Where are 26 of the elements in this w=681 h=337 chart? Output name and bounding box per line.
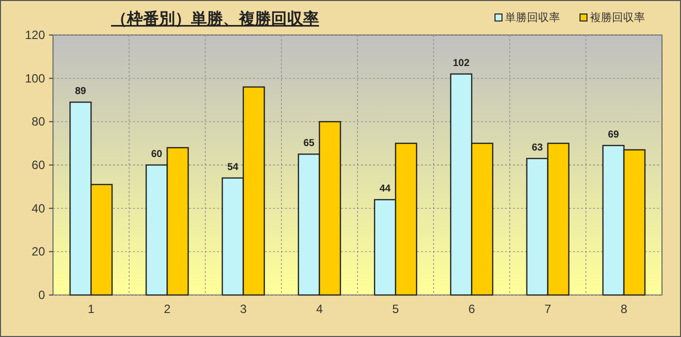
data-label: 89 — [75, 86, 87, 98]
data-label: 44 — [380, 184, 392, 195]
x-tick-label: 3 — [240, 302, 247, 316]
y-tick-label: 120 — [24, 28, 46, 42]
x-tick-label: 1 — [88, 302, 95, 316]
data-label: 69 — [608, 130, 620, 140]
data-label: 54 — [227, 162, 239, 173]
x-tick-label: 7 — [544, 302, 552, 316]
y-tick-label: 40 — [32, 201, 46, 216]
x-tick-label: 6 — [468, 302, 476, 316]
data-label: 60 — [151, 149, 163, 160]
legend-label: 複勝回収率 — [590, 11, 645, 24]
x-tick-label: 8 — [620, 302, 628, 316]
y-tick-label: 80 — [32, 114, 46, 129]
data-label: 65 — [303, 138, 315, 150]
y-tick-label: 20 — [32, 244, 46, 259]
x-tick-label: 5 — [392, 302, 400, 316]
x-tick-label: 4 — [316, 302, 324, 316]
legend-label: 単勝回収率 — [505, 11, 560, 24]
y-tick-label: 60 — [32, 158, 46, 172]
chart-title: （枠番別）単勝、複勝回収率 — [111, 9, 319, 28]
x-tick-label: 2 — [164, 302, 171, 316]
y-tick-label: 0 — [38, 288, 46, 302]
y-tick-label: 100 — [24, 71, 46, 86]
data-label: 63 — [532, 142, 544, 154]
data-label: 102 — [452, 58, 470, 69]
